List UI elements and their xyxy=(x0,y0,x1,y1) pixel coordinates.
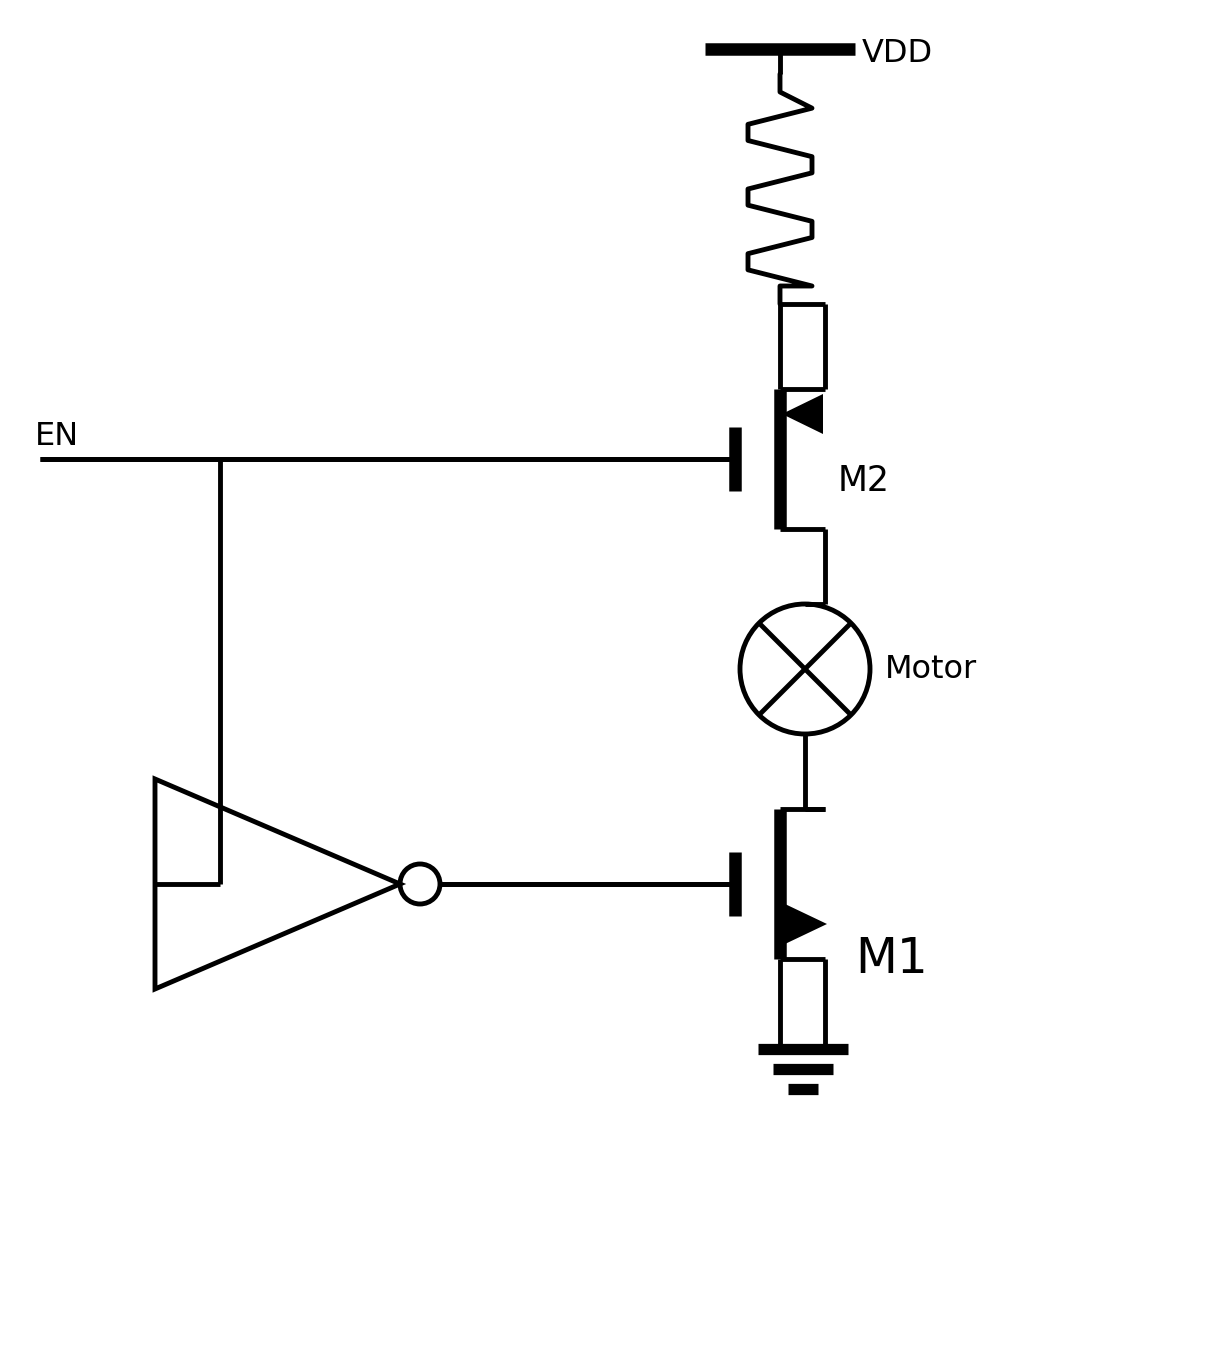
Text: M1: M1 xyxy=(855,935,927,983)
Polygon shape xyxy=(781,394,822,434)
Polygon shape xyxy=(785,904,827,945)
Text: Motor: Motor xyxy=(885,654,977,685)
Text: VDD: VDD xyxy=(862,38,933,69)
Text: M2: M2 xyxy=(838,463,890,497)
Text: EN: EN xyxy=(35,421,80,453)
